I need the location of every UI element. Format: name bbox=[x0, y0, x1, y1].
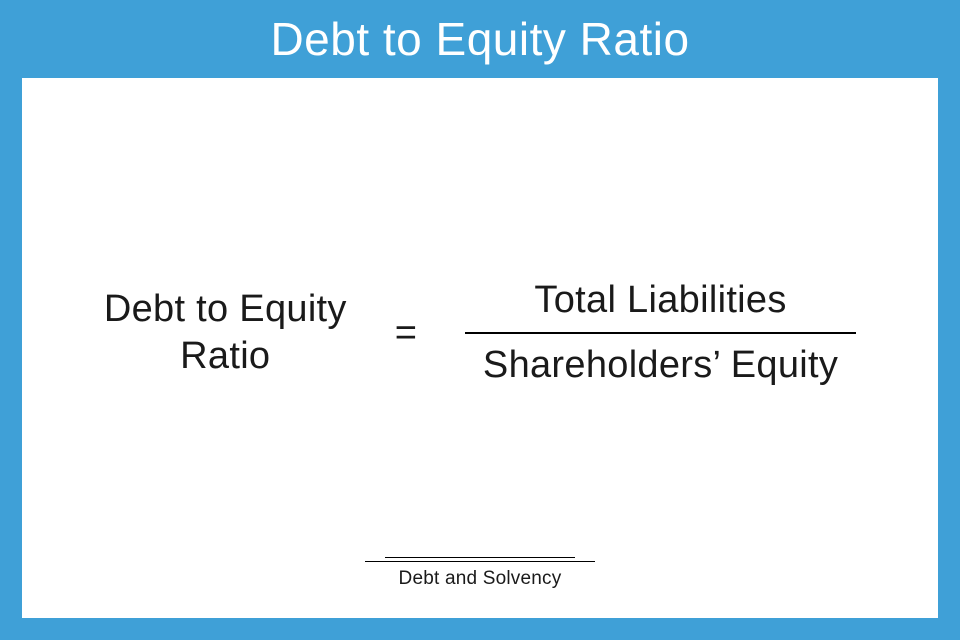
slide-container: Debt to Equity Ratio Debt to Equity Rati… bbox=[0, 0, 960, 640]
slide-header: Debt to Equity Ratio bbox=[0, 0, 960, 78]
content-panel: Debt to Equity Ratio = Total Liabilities… bbox=[22, 78, 938, 618]
formula-lhs-line1: Debt to Equity bbox=[104, 288, 347, 330]
slide-title: Debt to Equity Ratio bbox=[270, 12, 689, 66]
formula-fraction: Total Liabilities Shareholders’ Equity bbox=[465, 269, 856, 397]
formula-lhs-line2: Ratio bbox=[180, 335, 270, 377]
formula-numerator: Total Liabilities bbox=[516, 269, 804, 332]
footer-line-top bbox=[385, 557, 575, 558]
formula-denominator: Shareholders’ Equity bbox=[465, 334, 856, 397]
footer-line-bottom bbox=[365, 561, 595, 562]
formula-lhs: Debt to Equity Ratio bbox=[104, 286, 347, 381]
footer-category-label: Debt and Solvency bbox=[365, 568, 595, 590]
formula-row: Debt to Equity Ratio = Total Liabilities… bbox=[22, 269, 938, 397]
equals-sign: = bbox=[395, 312, 417, 355]
footer-label-group: Debt and Solvency bbox=[365, 557, 595, 590]
footer-decorative-lines bbox=[365, 557, 595, 562]
